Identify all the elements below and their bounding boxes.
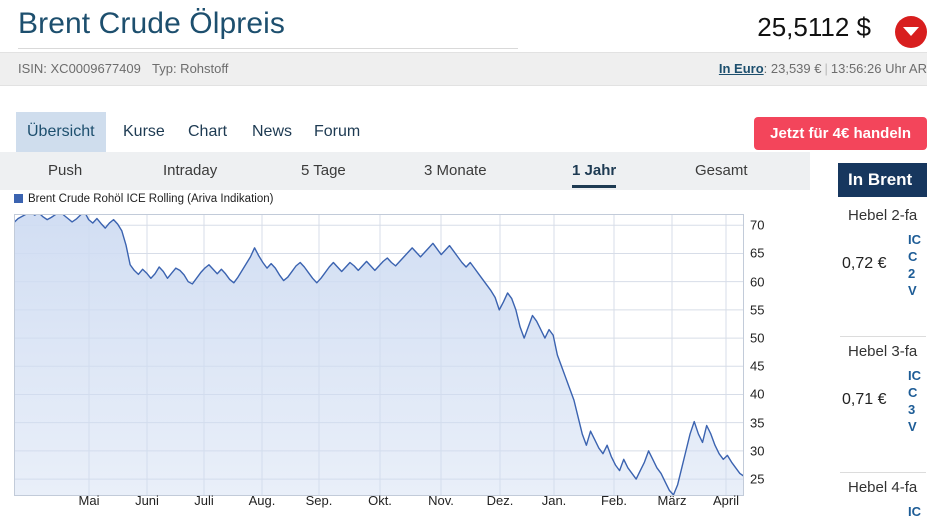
type-label: Typ: Rohstoff bbox=[152, 61, 229, 76]
sidebar-product-title: Hebel 4-fa bbox=[848, 479, 918, 496]
sidebar-product-title: Hebel 2-fa bbox=[848, 207, 918, 224]
subtab-intraday[interactable]: Intraday bbox=[163, 162, 218, 179]
legend-swatch-icon bbox=[14, 194, 23, 203]
down-arrow-circle-icon bbox=[895, 16, 927, 48]
sidebar-product-price: 0,71 € bbox=[842, 391, 887, 408]
quote-timestamp: 13:56:26 Uhr AR bbox=[830, 61, 927, 76]
sidebar-product-1[interactable]: Hebel 3-fa 0,71 € IC C 3 V bbox=[838, 343, 927, 434]
x-axis-tick-label: Sep. bbox=[305, 493, 333, 508]
in-euro-link[interactable]: In Euro bbox=[718, 61, 764, 76]
sidebar-product-meta: IC C 2 V bbox=[908, 231, 921, 299]
x-axis-tick-label: Okt. bbox=[368, 493, 392, 508]
sidebar-divider bbox=[840, 472, 926, 473]
period-subtabbar: Push Intraday 5 Tage 3 Monate 1 Jahr Ges… bbox=[0, 152, 810, 190]
y-axis-tick-label: 70 bbox=[750, 217, 765, 233]
x-axis-tick-label: Juni bbox=[135, 493, 159, 508]
sidebar-meta-line: IC bbox=[908, 368, 921, 383]
euro-quote-block: In Euro: 23,539 € | 13:56:26 Uhr AR bbox=[719, 61, 927, 76]
header: Brent Crude Ölpreis 25,5112 $ bbox=[0, 0, 927, 52]
sidebar-product-title: Hebel 3-fa bbox=[848, 343, 918, 360]
subtab-gesamt[interactable]: Gesamt bbox=[695, 162, 748, 179]
y-axis-tick-label: 35 bbox=[750, 415, 765, 431]
page-title: Brent Crude Ölpreis bbox=[18, 7, 286, 40]
tab-forum[interactable]: Forum bbox=[314, 123, 361, 140]
x-axis-tick-label: Mai bbox=[78, 493, 100, 508]
x-axis-tick-label: Jan. bbox=[541, 493, 567, 508]
x-axis-tick-label: Dez. bbox=[486, 493, 514, 508]
euro-value: : 23,539 € bbox=[763, 61, 822, 76]
y-axis-tick-label: 55 bbox=[750, 302, 765, 318]
quote-price: 25,5112 $ bbox=[757, 12, 871, 42]
price-chart: Brent Crude Rohöl ICE Rolling (Ariva Ind… bbox=[0, 190, 810, 528]
sidebar-meta-line: 3 bbox=[908, 402, 916, 417]
sidebar-product-meta: IC bbox=[908, 503, 921, 520]
euro-separator: | bbox=[824, 61, 828, 76]
x-axis-tick-label: Feb. bbox=[600, 493, 628, 508]
tab-kurse[interactable]: Kurse bbox=[123, 123, 165, 140]
sidebar-meta-line: C bbox=[908, 249, 918, 264]
tab-news[interactable]: News bbox=[252, 123, 293, 140]
chart-plot-area[interactable] bbox=[14, 214, 744, 496]
y-axis-tick-label: 45 bbox=[750, 358, 765, 374]
sidebar-product-2[interactable]: Hebel 4-fa IC bbox=[838, 479, 927, 519]
x-axis-tick-label: Juli bbox=[194, 493, 214, 508]
subtab-5-tage[interactable]: 5 Tage bbox=[301, 162, 346, 179]
x-axis-tick-label: Aug. bbox=[248, 493, 276, 508]
sidebar-meta-line: IC bbox=[908, 504, 921, 519]
subtab-1-jahr[interactable]: 1 Jahr bbox=[572, 152, 617, 190]
x-axis-tick-label: April bbox=[712, 493, 740, 508]
y-axis-tick-label: 50 bbox=[750, 330, 765, 346]
sidebar-product-price: 0,72 € bbox=[842, 255, 887, 272]
x-axis-tick-label: Nov. bbox=[428, 493, 454, 508]
y-axis-tick-label: 65 bbox=[750, 245, 765, 261]
x-axis-tick-label: März bbox=[657, 493, 687, 508]
sidebar-heading: In Brent bbox=[838, 163, 927, 197]
title-divider bbox=[18, 48, 518, 49]
sidebar-product-meta: IC C 3 V bbox=[908, 367, 921, 435]
tab-uebersicht[interactable]: Übersicht bbox=[16, 112, 106, 152]
sidebar-meta-line: V bbox=[908, 419, 917, 434]
sidebar-divider bbox=[840, 336, 926, 337]
trade-cta-button[interactable]: Jetzt für 4€ handeln bbox=[754, 117, 927, 150]
sidebar-meta-line: C bbox=[908, 385, 918, 400]
y-axis-tick-label: 40 bbox=[750, 386, 765, 402]
y-axis-tick-label: 60 bbox=[750, 274, 765, 290]
sidebar-brent-products: In Brent Hebel 2-fa 0,72 € IC C 2 V Hebe… bbox=[838, 163, 927, 528]
tab-chart[interactable]: Chart bbox=[188, 123, 228, 140]
instrument-info-bar: ISIN: XC0009677409 Typ: Rohstoff In Euro… bbox=[0, 52, 927, 86]
sidebar-meta-line: V bbox=[908, 283, 917, 298]
sidebar-product-0[interactable]: Hebel 2-fa 0,72 € IC C 2 V bbox=[838, 207, 927, 298]
y-axis-tick-label: 30 bbox=[750, 443, 765, 459]
sidebar-meta-line: 2 bbox=[908, 266, 916, 281]
y-axis-tick-label: 25 bbox=[750, 471, 765, 487]
subtab-3-monate[interactable]: 3 Monate bbox=[424, 162, 487, 179]
isin-label: ISIN: XC0009677409 bbox=[18, 61, 141, 76]
chart-legend: Brent Crude Rohöl ICE Rolling (Ariva Ind… bbox=[14, 193, 273, 205]
subtab-push[interactable]: Push bbox=[48, 162, 83, 179]
sidebar-meta-line: IC bbox=[908, 232, 921, 247]
legend-label: Brent Crude Rohöl ICE Rolling (Ariva Ind… bbox=[28, 193, 274, 205]
